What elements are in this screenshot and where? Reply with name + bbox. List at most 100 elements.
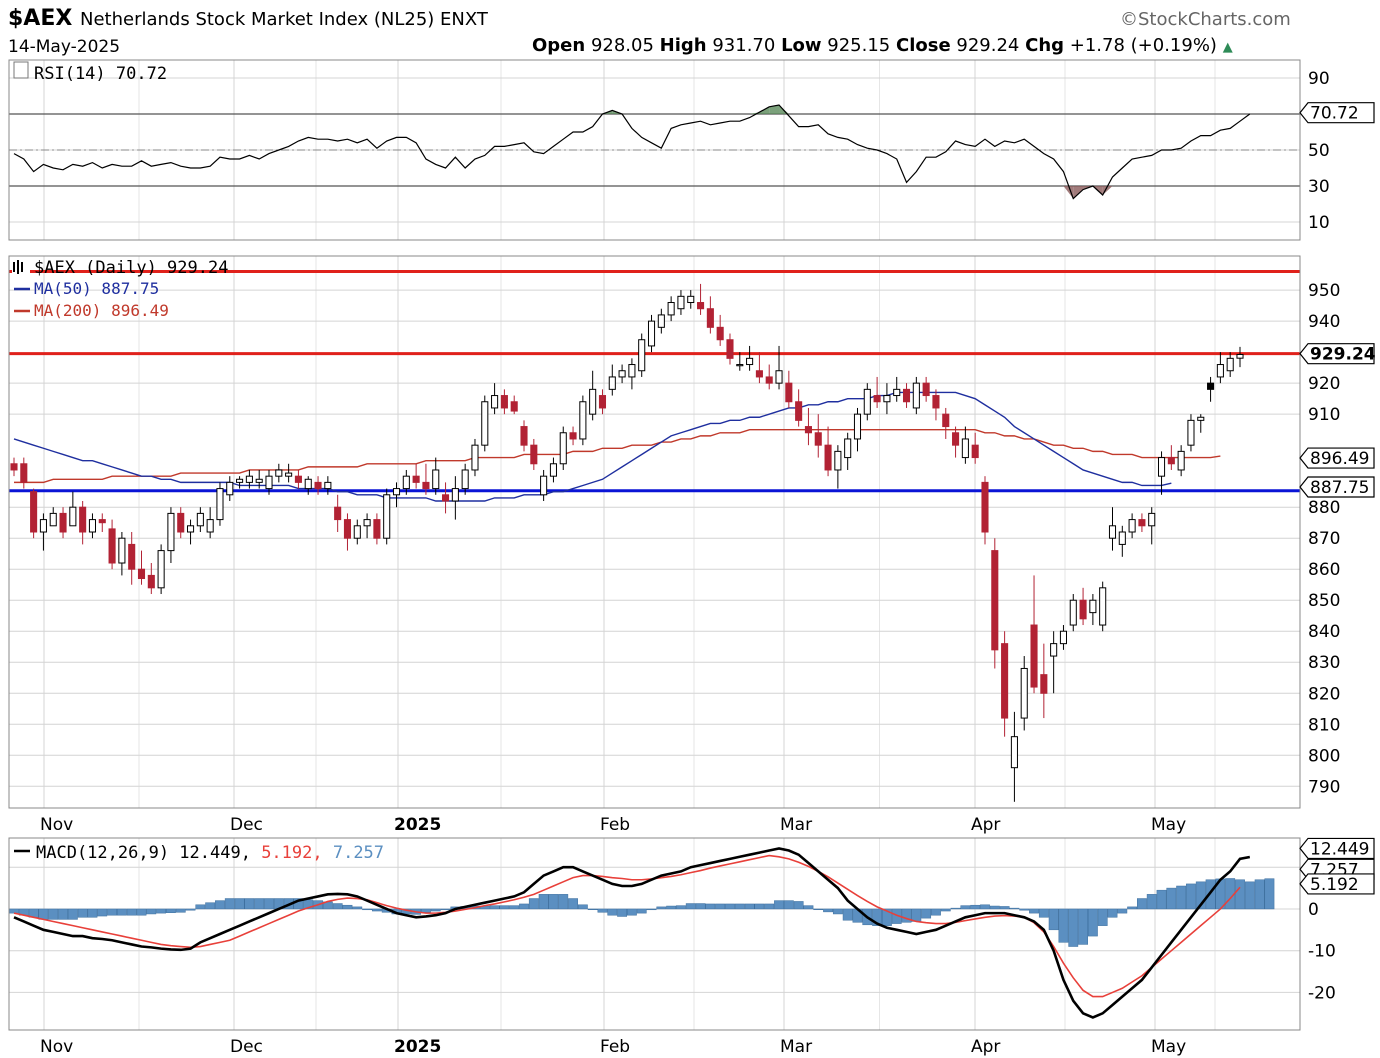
histogram-bar bbox=[1038, 908, 1049, 918]
close-label: Close bbox=[895, 35, 951, 56]
histogram-bar bbox=[215, 900, 225, 910]
histogram-bar bbox=[1029, 908, 1039, 914]
candle-body bbox=[79, 506, 87, 533]
ohlc-readout: Open 928.05 High 931.70 Low 925.15 Close… bbox=[532, 35, 1233, 56]
ma50-line bbox=[13, 391, 1172, 502]
candle-body bbox=[589, 388, 597, 415]
candle-body bbox=[187, 525, 195, 533]
histogram-bar bbox=[685, 903, 696, 910]
candle-body bbox=[422, 481, 430, 490]
candle-body bbox=[1128, 519, 1136, 533]
histogram-bar bbox=[793, 901, 804, 910]
price-tick-label: 850 bbox=[1308, 591, 1340, 611]
price-legend: $AEX (Daily) 929.24 bbox=[34, 258, 228, 278]
candle-body bbox=[746, 357, 754, 366]
histogram-bar bbox=[1107, 908, 1118, 918]
candle-body bbox=[677, 295, 685, 310]
candle-body bbox=[1138, 519, 1146, 527]
histogram-bar bbox=[882, 908, 892, 926]
histogram-bar bbox=[342, 904, 353, 910]
histogram-bar bbox=[244, 898, 255, 910]
histogram-bar bbox=[725, 903, 735, 910]
candle-body bbox=[618, 370, 626, 378]
price-tick-label: 920 bbox=[1308, 374, 1340, 394]
candle-body bbox=[942, 413, 950, 428]
candle-body bbox=[569, 432, 577, 440]
axes: 90 70.72 50 30 10 950 940 920 910 880 870 860 850 840… bbox=[40, 69, 1376, 1057]
histogram-bar bbox=[332, 903, 343, 910]
histogram-bar bbox=[77, 908, 88, 918]
candle-body bbox=[49, 512, 57, 527]
candle-body bbox=[1167, 457, 1175, 465]
x-axis-label: Mar bbox=[780, 1037, 812, 1057]
histogram-bar bbox=[626, 908, 637, 916]
histogram-bar bbox=[813, 908, 824, 911]
copyright-icon: © bbox=[1120, 9, 1138, 30]
candle-body bbox=[275, 469, 283, 477]
candle-body bbox=[883, 395, 891, 403]
candle-body bbox=[932, 395, 940, 409]
histogram-bar bbox=[509, 905, 520, 910]
candle-body bbox=[912, 382, 920, 409]
candle-body bbox=[804, 426, 812, 434]
candle-body bbox=[108, 528, 116, 564]
price-tick-label: 810 bbox=[1308, 715, 1340, 735]
candle-body bbox=[628, 364, 636, 378]
histogram-bar bbox=[1068, 908, 1079, 947]
candle-body bbox=[137, 568, 146, 580]
histogram-bar bbox=[872, 908, 883, 926]
candle-body bbox=[30, 491, 38, 533]
candle-body bbox=[98, 519, 106, 524]
candle-body bbox=[706, 308, 714, 328]
histogram-bar bbox=[195, 904, 206, 910]
histogram-bar bbox=[67, 908, 78, 920]
exchange: ENXT bbox=[440, 9, 488, 30]
rsi-legend-icon bbox=[13, 61, 29, 79]
candle-body bbox=[1108, 525, 1117, 539]
histogram-bar bbox=[1156, 889, 1167, 910]
histogram-bar bbox=[676, 905, 686, 910]
histogram-bar bbox=[538, 894, 549, 910]
candle-body bbox=[1099, 587, 1107, 626]
macd-legend: MACD(12,26,9) 12.449, 5.192, 7.257 bbox=[36, 843, 384, 863]
index-full-name: Netherlands Stock Market Index (NL25) bbox=[80, 9, 435, 30]
histogram-bar bbox=[224, 898, 235, 910]
price-tick-label: 800 bbox=[1308, 746, 1340, 766]
histogram-bar bbox=[107, 908, 117, 916]
histogram-bar bbox=[558, 894, 569, 910]
histogram-bar bbox=[1019, 908, 1030, 911]
candle-body bbox=[1010, 736, 1018, 769]
histogram-bar bbox=[1087, 908, 1098, 937]
histogram-bar bbox=[744, 903, 755, 910]
histogram-bar bbox=[587, 908, 598, 911]
price-tick-label: 950 bbox=[1308, 281, 1340, 301]
candle-body bbox=[461, 469, 469, 490]
candle-body bbox=[598, 395, 607, 409]
candle-body bbox=[324, 481, 332, 490]
rsi-value-tag: 70.72 bbox=[1310, 104, 1359, 124]
close-value-tag: 929.24 bbox=[1310, 345, 1376, 365]
signal-value-tag-box bbox=[1299, 873, 1375, 895]
candle-body bbox=[795, 401, 803, 421]
candle-body bbox=[952, 432, 960, 446]
candle-body bbox=[549, 463, 557, 477]
rsi-tick-label: 90 bbox=[1308, 69, 1330, 89]
histogram-bar bbox=[1166, 887, 1177, 910]
panel-frames bbox=[8, 59, 1301, 1031]
price-tick-label: 790 bbox=[1308, 777, 1340, 797]
candle-body bbox=[540, 475, 548, 496]
histogram-bar bbox=[666, 905, 677, 910]
histogram-bar bbox=[234, 898, 245, 910]
candle-body bbox=[343, 519, 352, 539]
macd-tick-label: -20 bbox=[1308, 983, 1336, 1003]
macd-legend-part-1: 12.449, bbox=[179, 843, 261, 863]
histogram-bar bbox=[774, 900, 784, 910]
histogram-bar bbox=[803, 905, 814, 910]
candle-body bbox=[481, 401, 489, 446]
histogram-bar bbox=[1254, 879, 1265, 910]
grid bbox=[9, 60, 1300, 1030]
candle-body bbox=[510, 401, 518, 412]
candle-body bbox=[971, 444, 979, 459]
candle-body bbox=[442, 494, 450, 502]
